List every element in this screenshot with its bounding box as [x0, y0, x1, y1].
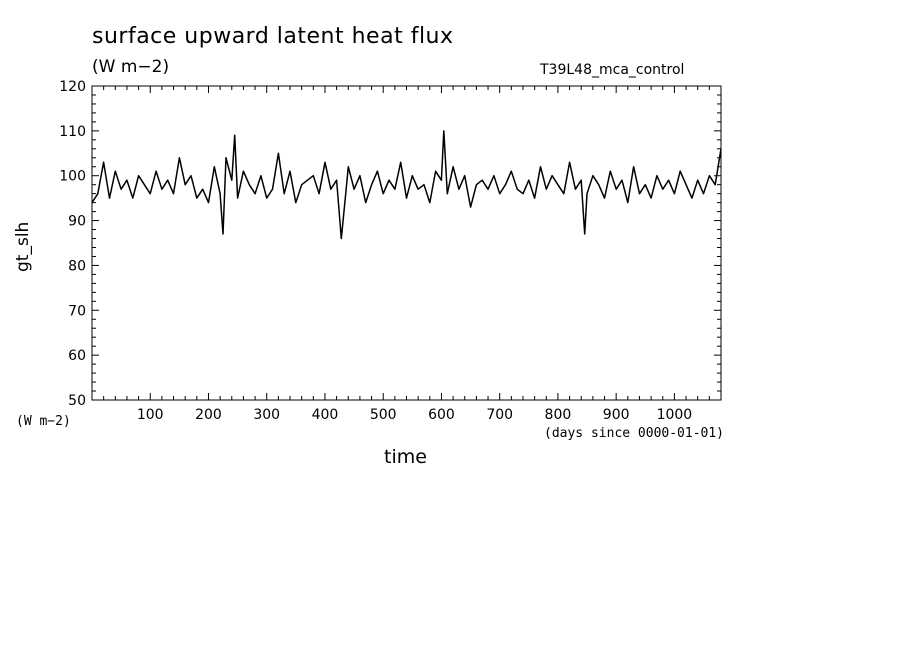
x-tick-label: 500 — [370, 407, 397, 423]
chart-title: surface upward latent heat flux — [92, 24, 454, 49]
y-tick-label: 80 — [68, 258, 86, 274]
x-tick-label: 1000 — [657, 407, 693, 423]
run-label: T39L48_mca_control — [540, 62, 685, 78]
x-tick-label: 700 — [486, 407, 513, 423]
x-tick-label: 100 — [137, 407, 164, 423]
plot-frame — [91, 85, 722, 401]
y-tick-label: 70 — [68, 303, 86, 319]
y-tick-label: 90 — [68, 214, 86, 230]
x-tick-label: 900 — [603, 407, 630, 423]
y-tick-label: 60 — [68, 348, 86, 364]
y-tick-label: 100 — [59, 169, 86, 185]
y-tick-label: 120 — [59, 79, 86, 95]
x-tick-label: 300 — [253, 407, 280, 423]
x-tick-label: 200 — [195, 407, 222, 423]
y-tick-label: 50 — [68, 393, 86, 409]
x-axis-unit: (days since 0000-01-01) — [544, 426, 725, 441]
x-tick-label: 400 — [312, 407, 339, 423]
x-tick-label: 600 — [428, 407, 455, 423]
series-line — [91, 130, 722, 240]
x-tick-label: 800 — [545, 407, 572, 423]
x-axis-label: time — [384, 446, 427, 468]
chart-subtitle-units: (W m−2) — [92, 57, 170, 77]
y-axis-unit: (W m−2) — [16, 414, 71, 429]
y-tick-label: 110 — [59, 124, 86, 140]
